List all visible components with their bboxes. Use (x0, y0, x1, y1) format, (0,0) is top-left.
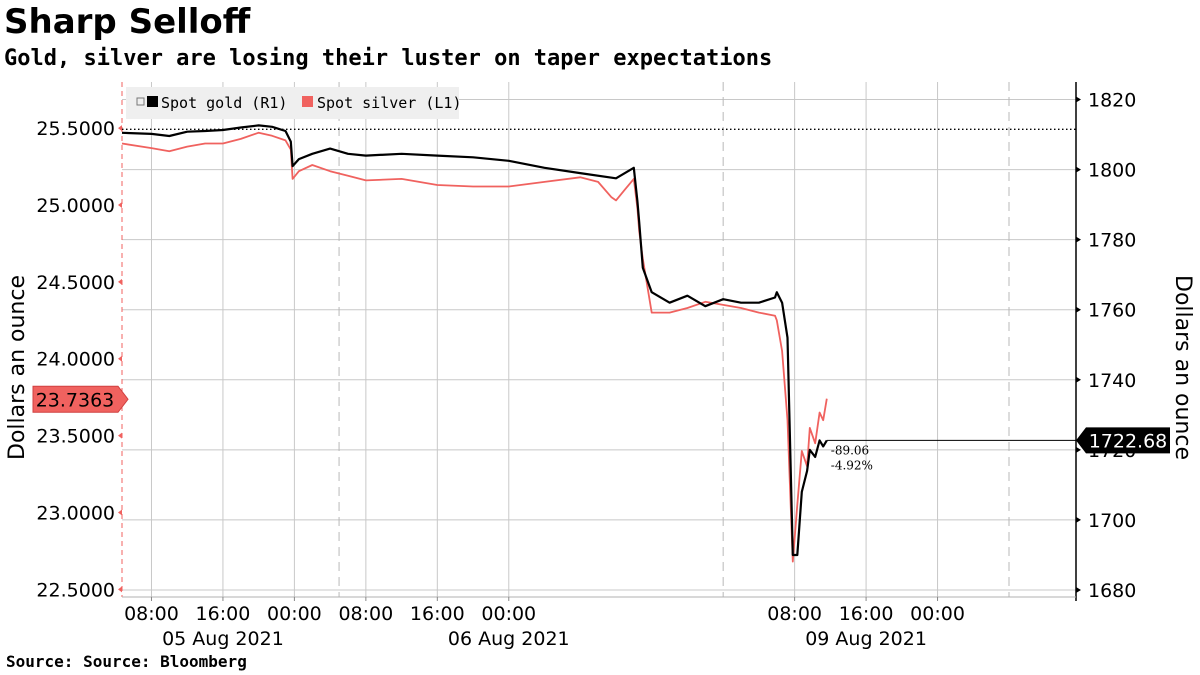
gold-current-badge: 1722.68 (1076, 427, 1170, 454)
right-tick-label: 1780 (1088, 230, 1136, 252)
silver-badge-shape (32, 385, 129, 413)
right-axis-title: Dollars an ounce (1170, 275, 1195, 460)
x-tick-label: 00:00 (910, 603, 965, 625)
right-tick-label: 1680 (1088, 580, 1136, 602)
x-tick-label: 00:00 (267, 603, 322, 625)
axes-layer: 22.5000 23.0000 23.5000 24.0000 24.5000 25.00… (5, 82, 1195, 650)
left-tick-mark (118, 432, 122, 439)
left-tick-label: 23.5000 (36, 426, 115, 448)
silver-current-badge: 23.7363 (32, 385, 129, 413)
x-tick-label: 00:00 (481, 603, 536, 625)
gold-series-line (121, 124, 828, 557)
change-pct-label: -4.92% (831, 458, 873, 472)
plot-area (122, 82, 1076, 597)
left-tick-mark (118, 125, 122, 132)
left-tick-mark (118, 201, 122, 208)
x-tick-label: 16:00 (839, 603, 894, 625)
right-tick-label: 1820 (1088, 90, 1136, 112)
source-note: Source: Source: Bloomberg (6, 652, 247, 671)
left-tick-label: 25.5000 (36, 118, 115, 140)
grid-layer (122, 82, 1076, 597)
right-tick-mark (1076, 446, 1081, 453)
right-tick-mark (1076, 236, 1081, 243)
right-tick-label: 1760 (1088, 300, 1136, 322)
left-axis-title: Dollars an ounce (5, 275, 30, 460)
x-tick-label: 16:00 (410, 603, 465, 625)
right-tick-mark (1076, 306, 1081, 313)
x-tick-label: 16:00 (196, 603, 251, 625)
right-tick-mark (1076, 376, 1081, 383)
left-tick-label: 23.0000 (36, 502, 115, 524)
left-tick-label: 25.0000 (36, 195, 115, 217)
chart-subtitle: Gold, silver are losing their luster on … (4, 46, 773, 71)
left-tick-label: 24.0000 (36, 349, 115, 371)
overlay-layer: -89.06-4.92% 1722.68 23.7363 Spot gold (R1)… (32, 87, 1170, 472)
left-tick-label: 22.5000 (36, 579, 115, 601)
change-abs-label: -89.06 (831, 443, 869, 457)
x-tick-label: 08:00 (124, 603, 179, 625)
chart-title: Sharp Selloff (4, 2, 251, 42)
gold-current-value: 1722.68 (1089, 430, 1168, 452)
left-tick-mark (118, 509, 122, 516)
x-date-label: 05 Aug 2021 (162, 628, 284, 650)
gold-legend-label: Spot gold (R1) (161, 94, 287, 112)
series-layer (121, 124, 828, 563)
silver-current-value: 23.7363 (36, 389, 115, 411)
right-tick-mark (1076, 586, 1081, 593)
right-tick-mark (1076, 166, 1081, 173)
left-tick-mark (118, 278, 122, 285)
right-tick-mark (1076, 96, 1081, 103)
x-tick-label: 08:00 (338, 603, 393, 625)
silver-legend-label: Spot silver (L1) (317, 94, 462, 112)
left-tick-label: 24.5000 (36, 272, 115, 294)
left-tick-mark (118, 586, 122, 593)
legend: Spot gold (R1) Spot silver (L1) (126, 87, 462, 119)
right-tick-mark (1076, 516, 1081, 523)
legend-expand-icon (136, 97, 145, 106)
x-tick-label: 08:00 (767, 603, 822, 625)
x-date-label: 06 Aug 2021 (448, 628, 570, 650)
gold-badge-shape (1076, 427, 1170, 454)
gold-legend-swatch (147, 96, 158, 107)
x-date-label: 09 Aug 2021 (805, 628, 927, 650)
legend-background (126, 87, 459, 119)
right-tick-label: 1700 (1088, 510, 1136, 532)
left-tick-mark (118, 355, 122, 362)
right-tick-label: 1800 (1088, 160, 1136, 182)
silver-legend-swatch (302, 96, 313, 107)
right-tick-label: 1740 (1088, 370, 1136, 392)
